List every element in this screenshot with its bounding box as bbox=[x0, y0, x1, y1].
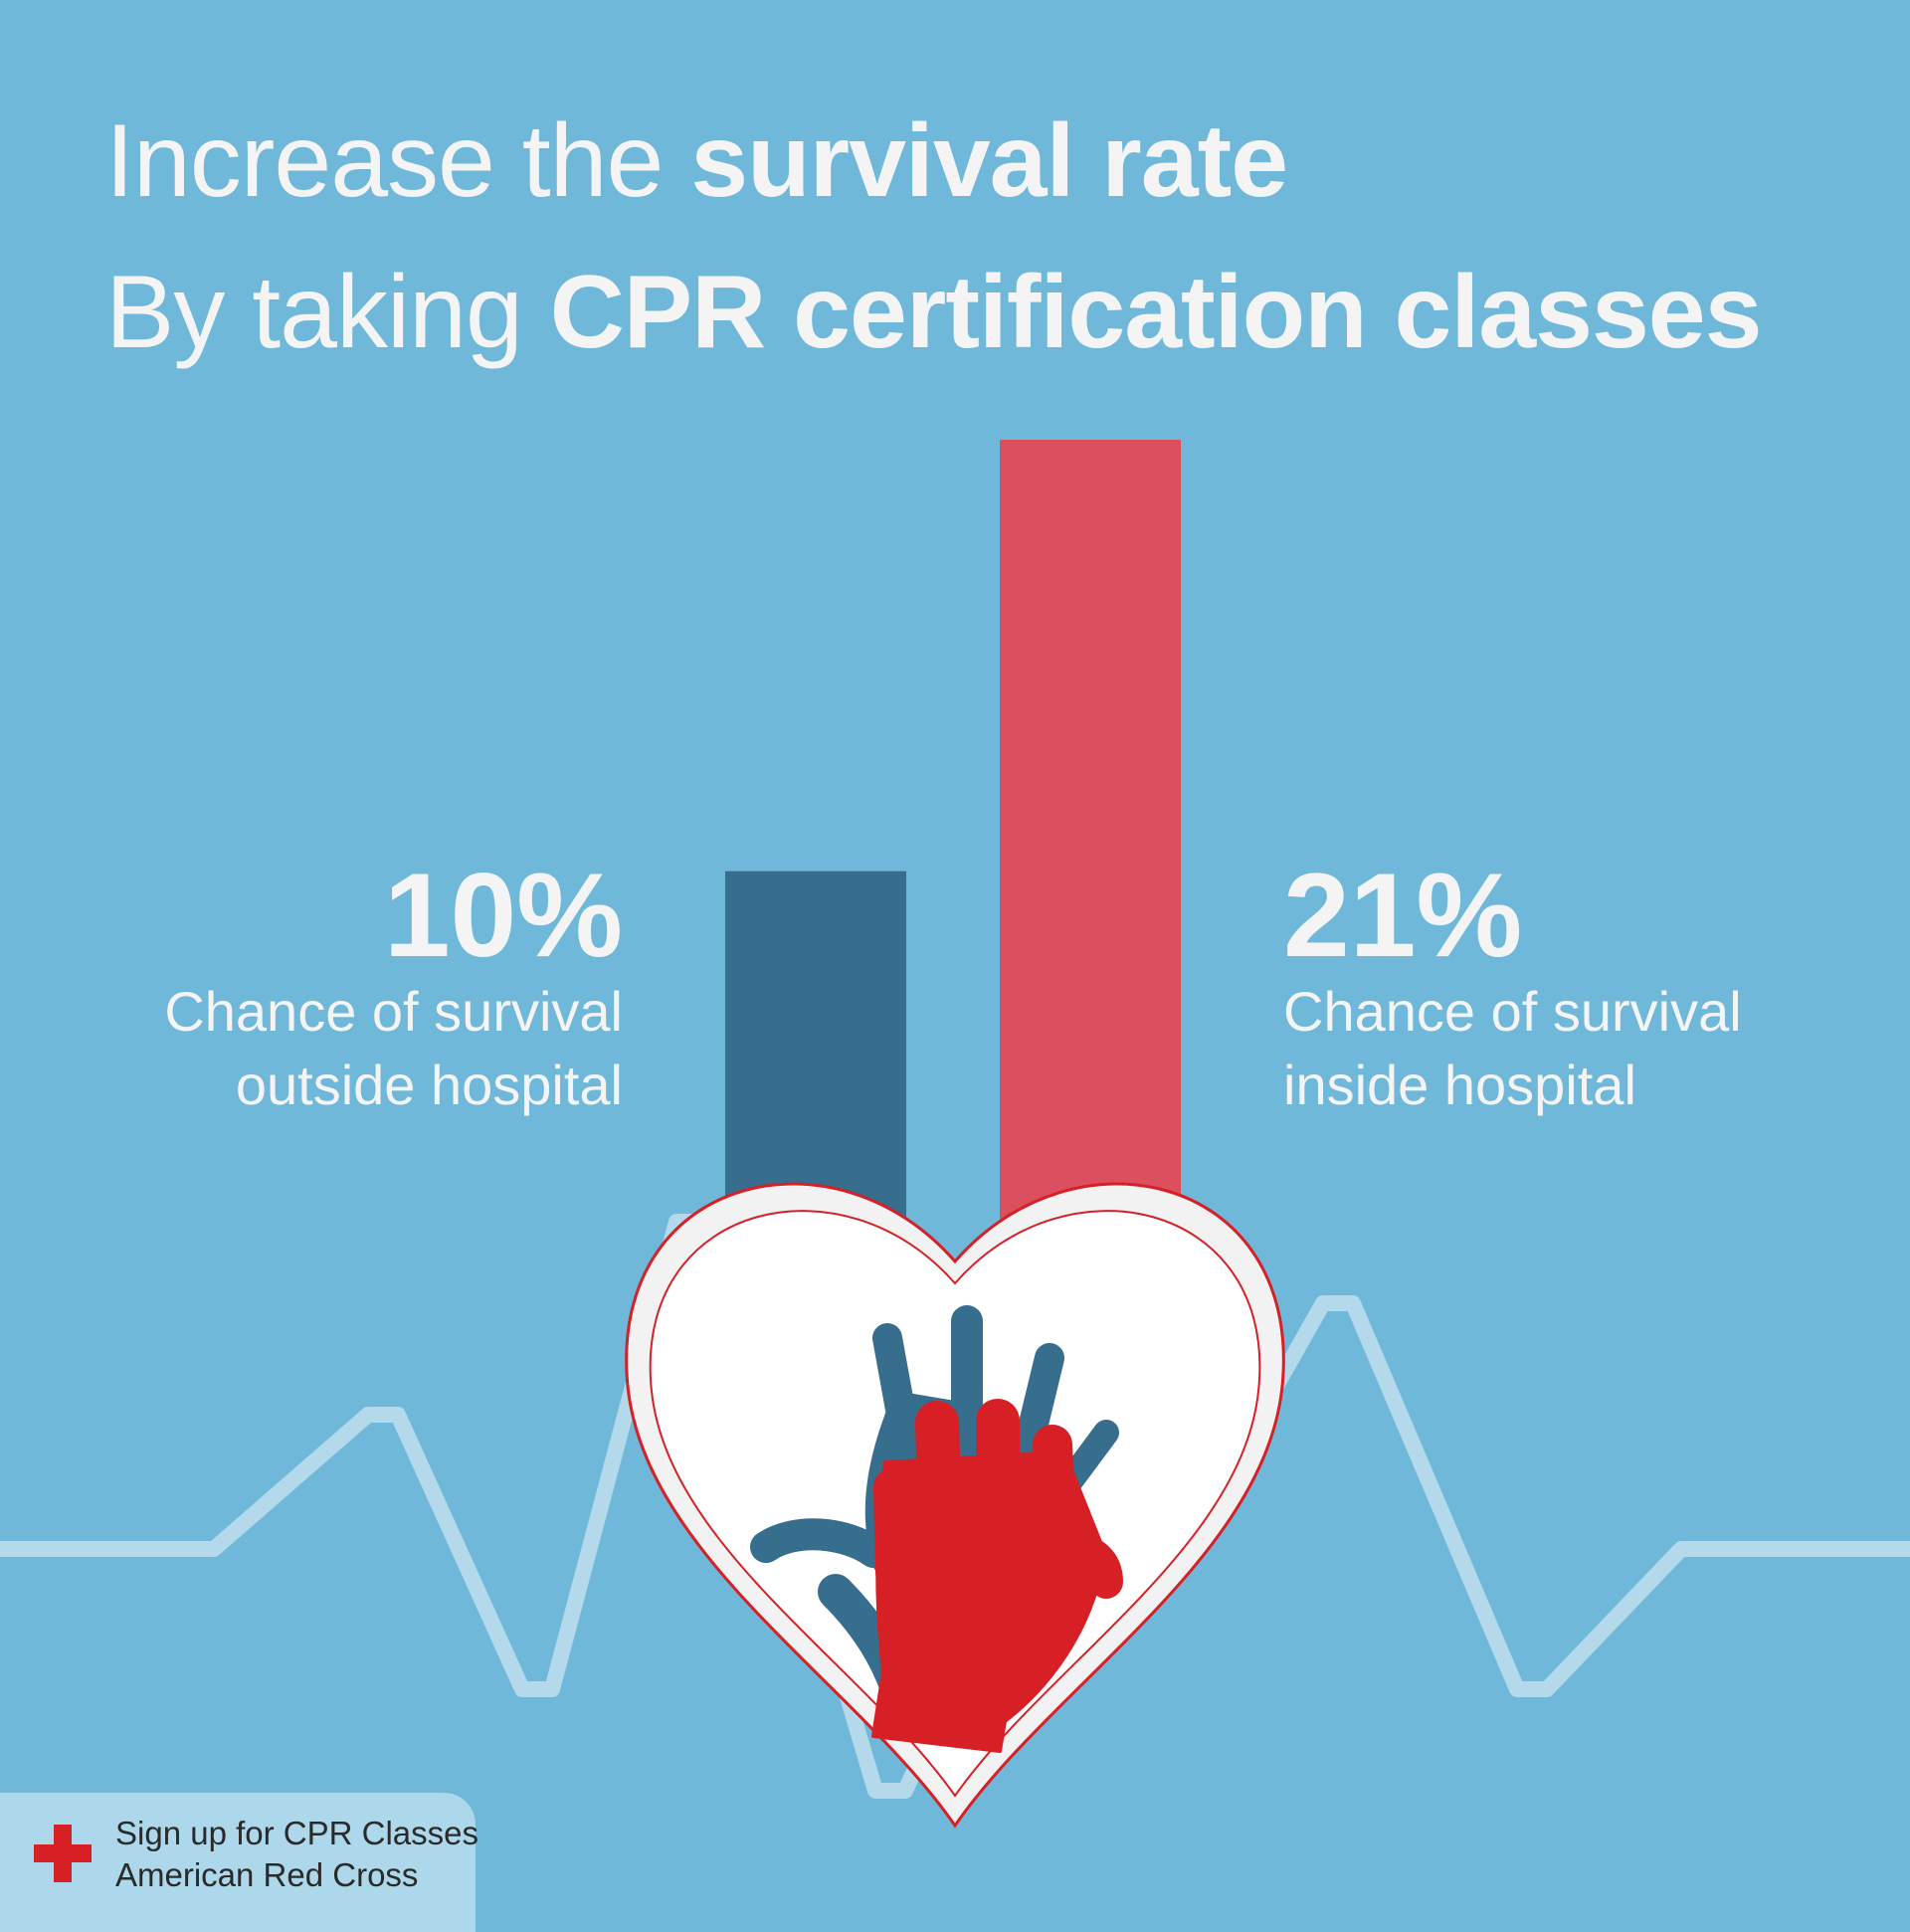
stat-right-desc-line-1: Chance of survival bbox=[1283, 980, 1742, 1043]
red-hand bbox=[871, 1399, 1123, 1753]
headline-1-light: Increase the bbox=[105, 103, 691, 219]
footer-signup-banner[interactable]: Sign up for CPR Classes American Red Cro… bbox=[0, 1793, 478, 1932]
stat-left-desc-line-1: Chance of survival bbox=[164, 980, 623, 1043]
stat-left-desc-line-2: outside hospital bbox=[235, 1054, 623, 1116]
footer-signup-text[interactable]: Sign up for CPR Classes bbox=[115, 1815, 478, 1851]
headline-1-bold: survival rate bbox=[690, 103, 1288, 219]
stat-left-value-label: 10% bbox=[383, 849, 623, 982]
stat-right-value-label: 21% bbox=[1283, 849, 1523, 982]
headline-2-light: By taking bbox=[105, 255, 550, 370]
headline-line-2: By taking CPR certification classes bbox=[105, 261, 1762, 364]
red-cross-icon bbox=[34, 1825, 92, 1882]
footer-org-name: American Red Cross bbox=[115, 1856, 419, 1893]
stat-right-desc-line-2: inside hospital bbox=[1283, 1054, 1636, 1116]
headline-2-bold: CPR certification classes bbox=[549, 255, 1763, 370]
cpr-hands-icon bbox=[750, 1305, 1123, 1753]
stat-inside-hospital: 21% Chance of survival inside hospital bbox=[1283, 856, 1742, 1122]
headline-line-1: Increase the survival rate bbox=[105, 109, 1288, 213]
stat-outside-hospital: 10% Chance of survival outside hospital bbox=[164, 856, 623, 1122]
bar-inside-hospital bbox=[1000, 440, 1181, 1263]
